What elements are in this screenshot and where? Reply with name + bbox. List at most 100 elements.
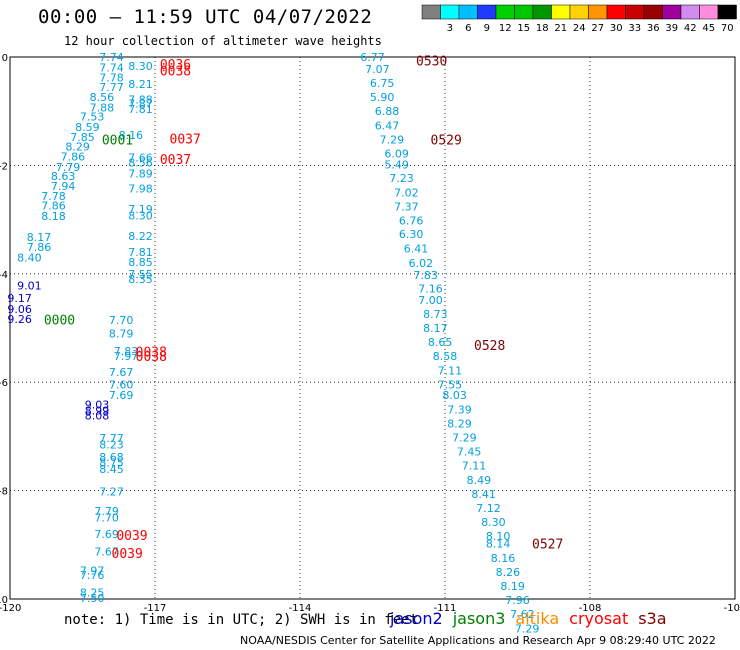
wave-height-value: 7.62 [510,608,535,621]
y-tick-label: -8 [0,487,8,498]
wave-height-value: 7.07 [365,63,390,76]
wave-height-value: 8.19 [500,580,525,593]
wave-height-value: 7.19 [128,203,153,216]
wave-height-value: 9.17 [7,292,32,305]
orbit-pass-label: 0528 [474,339,505,354]
wave-height-value: 8.56 [128,157,153,170]
wave-height-value: 7.83 [114,345,139,358]
wave-height-value: 7.29 [380,133,405,146]
wave-height-value: 6.76 [399,215,424,228]
wave-height-value: 8.22 [128,230,153,243]
wave-height-value: 7.74 [99,61,124,74]
color-scale-tick-label: 12 [499,23,512,34]
wave-height-value: 5.90 [370,91,395,104]
footer-note: note: 1) Time is in UTC; 2) SWH is in fe… [64,612,419,628]
wave-height-value: 7.89 [128,168,153,181]
wave-height-value: 7.94 [51,180,76,193]
wave-height-value: 7.83 [413,269,438,282]
color-scale-tick-label: 15 [517,23,530,34]
y-tick-label: 0 [2,53,8,64]
wave-height-value: 9.06 [7,303,32,316]
wave-height-value: 7.97 [80,564,105,577]
wave-height-value: 7.76 [80,569,105,582]
y-tick-label: -4 [0,270,8,281]
wave-height-value: 8.59 [75,121,100,134]
wave-height-value: 8.49 [467,474,492,487]
orbit-pass-label: 0037 [170,132,201,147]
wave-height-value: 8.58 [433,350,458,363]
wave-height-value: 7.86 [61,151,86,164]
wave-height-value: 7.55 [438,378,463,391]
orbit-pass-label: 0038 [136,350,167,365]
wave-height-value: 6.30 [399,228,424,241]
wave-height-value: 6.88 [375,105,400,118]
wave-height-value: 7.79 [94,505,119,518]
wave-height-value: 6.47 [375,119,400,132]
color-scale-swatch [717,4,737,20]
color-scale-tick-label: 39 [665,23,678,34]
wave-height-value: 8.73 [423,308,448,321]
wave-height-value: 8.16 [119,129,144,142]
wave-height-value: 7.74 [99,51,124,64]
wave-height-value: 7.78 [99,72,124,85]
wave-height-value: 8.29 [447,417,472,430]
page-title: 00:00 – 11:59 UTC 04/07/2022 [38,6,373,28]
orbit-pass-label: 0529 [431,133,462,148]
orbit-pass-label: 0039 [112,547,143,562]
color-scale-tick-label: 70 [721,23,734,34]
satellite-legend-item: jason3 [452,609,506,628]
wave-height-value: 8.17 [423,322,448,335]
color-scale-tick-label: 30 [610,23,623,34]
wave-height-value: 7.77 [99,81,124,94]
wave-height-value: 8.41 [471,488,496,501]
wave-height-value: 8.68 [99,451,124,464]
wave-height-value: 7.50 [80,592,105,605]
wave-height-value: 7.55 [128,268,153,281]
wave-height-value: 8.25 [80,586,105,599]
x-tick-label: -105 [724,603,740,614]
wave-height-value: 7.67 [94,545,119,558]
plot-frame [9,56,736,600]
wave-height-value: 7.79 [56,161,81,174]
wave-height-value: 7.60 [109,378,134,391]
satellite-legend-item: altika [515,609,560,628]
orbit-pass-label: 0037 [160,153,191,168]
orbit-pass-label: 0039 [116,529,147,544]
x-tick-label: -114 [289,603,312,614]
color-scale-tick-label: 27 [591,23,604,34]
wave-height-value: 7.16 [418,282,443,295]
wave-height-value: 8.30 [128,209,153,222]
wave-height-value: 6.75 [370,77,395,90]
wave-height-value: 8.40 [17,252,42,265]
y-tick-label: -10 [0,595,8,606]
wave-height-value: 8.17 [27,231,52,244]
x-tick-label: -117 [144,603,167,614]
wave-height-value: 8.14 [486,538,511,551]
color-scale-tick-label: 18 [536,23,549,34]
wave-height-value: 8.65 [428,336,453,349]
color-scale-tick-label: 24 [573,23,586,34]
wave-height-value: 7.53 [80,111,105,124]
wave-height-value: 8.10 [486,530,511,543]
wave-height-value: 6.09 [384,147,409,160]
wave-height-value: 7.86 [27,241,52,254]
color-scale-tick-label: 6 [465,23,471,34]
wave-height-value: 7.12 [476,502,501,515]
wave-height-value: 7.11 [462,460,487,473]
wave-height-value: 7.97 [114,350,139,363]
wave-height-value: 7.23 [389,172,414,185]
y-tick-label: -6 [0,378,8,389]
wave-height-value: 8.99 [85,404,110,417]
wave-height-value: 7.69 [94,528,119,541]
wave-height-value: 7.88 [128,93,153,106]
wave-height-value: 7.37 [394,201,419,214]
orbit-pass-label: 0038 [136,345,167,360]
color-scale-tick-label: 42 [684,23,697,34]
wave-height-value: 7.45 [457,446,482,459]
credit-line: NOAA/NESDIS Center for Satellite Applica… [240,634,716,647]
orbit-pass-label: 0001 [102,133,133,148]
wave-height-value: 8.75 [99,456,124,469]
wave-height-value: 7.39 [447,403,472,416]
